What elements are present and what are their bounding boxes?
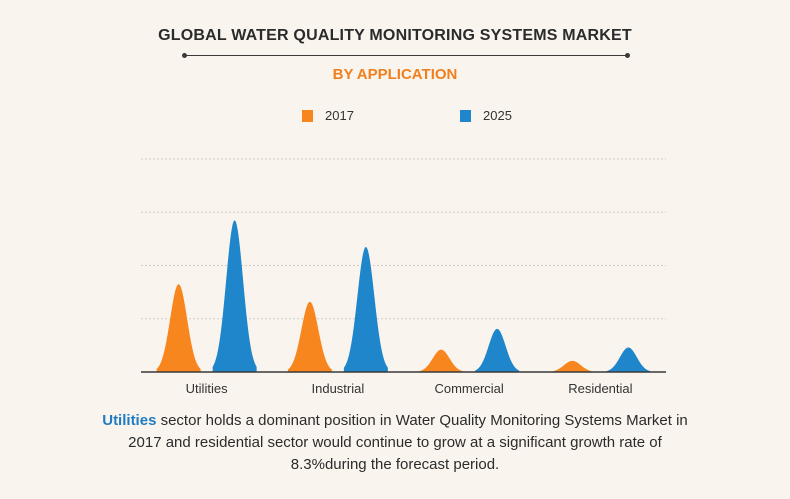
title-divider [182, 53, 630, 58]
peak-2025-industrial [343, 246, 388, 372]
peak-2017-utilities [156, 284, 201, 372]
caption-text: sector holds a dominant position in Wate… [128, 412, 688, 473]
chart-grid [141, 158, 666, 320]
chart-caption: Utilities sector holds a dominant positi… [90, 410, 700, 476]
x-tick-label: Utilities [186, 381, 228, 396]
x-axis-ticks: Utilities Industrial Commercial Residential [186, 381, 633, 396]
peak-2025-utilities [212, 220, 257, 372]
peak-2017-industrial [287, 301, 332, 372]
legend-swatch-2025 [460, 109, 471, 122]
chart-title: GLOBAL WATER QUALITY MONITORING SYSTEMS … [158, 27, 632, 44]
peak-2017-commercial [419, 349, 464, 372]
legend-swatch-2017 [302, 109, 313, 122]
legend-item-2025: 2025 [460, 108, 512, 123]
caption-highlight: Utilities [102, 412, 157, 429]
legend-label-2017: 2017 [325, 108, 354, 123]
x-tick-label: Industrial [312, 381, 365, 396]
divider-right-dot [625, 53, 630, 58]
chart-subtitle: BY APPLICATION [332, 66, 458, 83]
peak-2025-residential [606, 347, 651, 372]
x-tick-label: Residential [568, 381, 632, 396]
divider-left-dot [182, 53, 187, 58]
chart-marks [156, 220, 651, 372]
legend-item-2017: 2017 [302, 108, 354, 123]
x-tick-label: Commercial [434, 381, 503, 396]
peak-2025-commercial [475, 328, 520, 372]
legend-label-2025: 2025 [483, 108, 512, 123]
peak-2017-residential [550, 360, 595, 372]
